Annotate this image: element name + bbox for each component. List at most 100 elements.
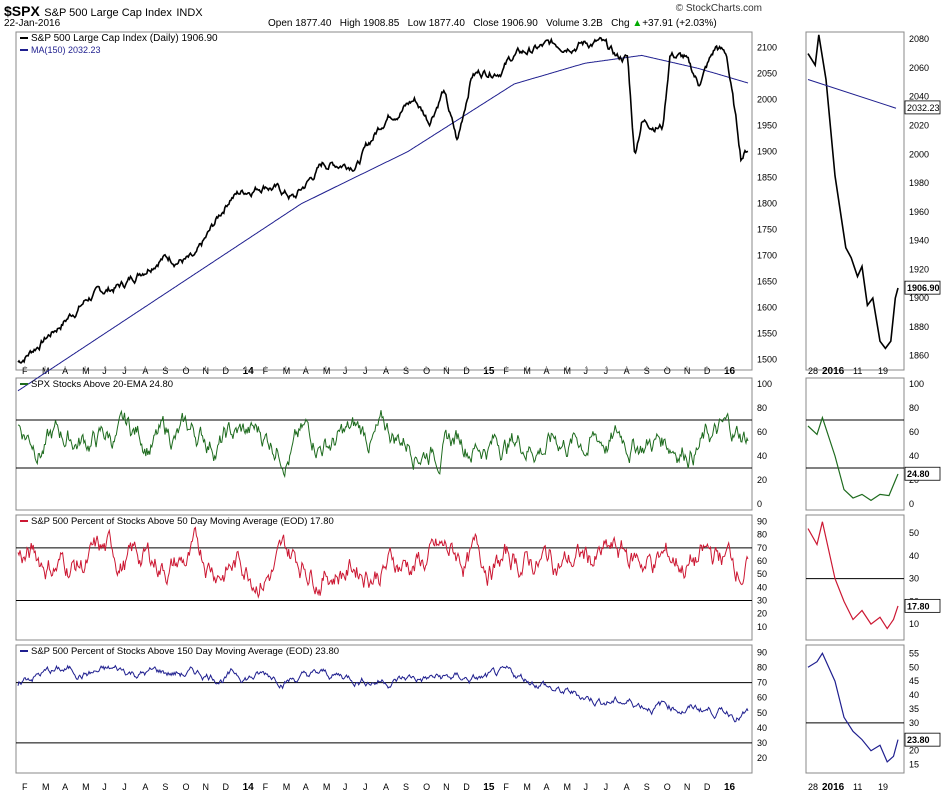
x-tick-label: M	[523, 366, 531, 376]
chart-date: 22-Jan-2016	[4, 18, 61, 29]
price-y-tick-label: 1800	[757, 199, 777, 209]
x-tick-label: M	[283, 782, 291, 792]
x-tick-label: 15	[483, 782, 495, 793]
ma150-line	[17, 54, 749, 392]
x-tick-label: O	[664, 366, 671, 376]
ma150-pct-y-tick-label: 90	[757, 648, 767, 658]
zoom-ema20-y-tick-label: 40	[909, 451, 919, 461]
zoom-x-tick-label: 11	[853, 782, 862, 792]
x-tick-label: A	[543, 782, 549, 792]
x-tick-label: M	[323, 782, 331, 792]
price-y-tick-label: 1500	[757, 355, 777, 365]
x-tick-label: M	[323, 366, 331, 376]
zoom-panel-frame-4	[805, 644, 905, 774]
ma150-pct-y-tick-label: 30	[757, 738, 767, 748]
chart-header: $SPX S&P 500 Large Cap Index INDX	[4, 3, 203, 21]
ma150-pct-y-tick-label: 50	[757, 708, 767, 718]
ma150-pct-y-tick-label: 40	[757, 723, 767, 733]
price-y-tick-label: 1650	[757, 277, 777, 287]
ema20-y-tick-label: 80	[757, 403, 767, 413]
x-tick-label: N	[203, 366, 210, 376]
price-y-tick-label: 1550	[757, 329, 777, 339]
ma50-pct-legend: S&P 500 Percent of Stocks Above 50 Day M…	[31, 516, 334, 527]
open-value: 1877.40	[295, 18, 332, 29]
zoom-price-y-tick-label: 1920	[909, 264, 929, 274]
zoom-panel-frame-3	[805, 514, 905, 641]
price-y-tick-label: 1700	[757, 251, 777, 261]
x-tick-label: S	[403, 366, 409, 376]
price-y-tick-label: 1850	[757, 173, 777, 183]
zoom-ema20-y-tick-label: 60	[909, 427, 919, 437]
zoom-price-y-tick-label: 1940	[909, 236, 929, 246]
zoom-price-y-tick-label: 2080	[909, 34, 929, 44]
chg-arrow-icon: ▲	[632, 18, 643, 29]
x-tick-label: S	[644, 782, 650, 792]
zoom-ma150-line	[807, 652, 899, 763]
zoom-panel-frame-2	[805, 377, 905, 511]
zoom-ema20-line	[807, 415, 899, 502]
x-tick-label: 14	[243, 782, 255, 793]
zoom-price-y-tick-label: 1900	[909, 293, 929, 303]
zoom-price-line	[807, 34, 899, 350]
x-tick-label: O	[664, 782, 671, 792]
x-tick-label: S	[403, 782, 409, 792]
x-tick-label: N	[684, 782, 691, 792]
ma50-pct-y-tick-label: 20	[757, 609, 767, 619]
symbol: $SPX	[4, 3, 40, 19]
x-tick-label: J	[343, 782, 348, 792]
brand-label: © StockCharts.com	[675, 3, 762, 14]
x-tick-label: A	[62, 782, 68, 792]
x-tick-label: F	[22, 782, 28, 792]
x-tick-label: 16	[724, 782, 736, 793]
x-tick-label: F	[503, 366, 509, 376]
x-tick-label: O	[423, 782, 430, 792]
zoom-ma150-last-tag: 23.80	[907, 735, 930, 745]
x-tick-label: J	[102, 782, 107, 792]
zoom-x-tick-label: 11	[853, 366, 862, 376]
zoom-price-last-tag: 1906.90	[907, 283, 940, 293]
zoom-ma-last-tag-box	[904, 100, 941, 115]
x-tick-label: D	[463, 782, 470, 792]
x-tick-label: S	[644, 366, 650, 376]
x-tick-label: J	[102, 366, 107, 376]
x-tick-label: J	[122, 366, 127, 376]
x-tick-label: A	[142, 782, 148, 792]
zoom-ma150-y-tick-label: 35	[909, 704, 919, 714]
x-tick-label: O	[423, 366, 430, 376]
x-tick-label: J	[122, 782, 127, 792]
zoom-ma-last-tag: 2032.23	[907, 103, 940, 113]
x-tick-label: N	[443, 366, 450, 376]
x-tick-label: A	[383, 366, 389, 376]
legend-ma: MA(150) 2032.23	[31, 45, 101, 55]
ma50-pct-y-tick-label: 40	[757, 582, 767, 592]
x-tick-label: A	[62, 366, 68, 376]
x-tick-label: J	[604, 782, 609, 792]
zoom-ema20-y-tick-label: 80	[909, 403, 919, 413]
x-tick-label: N	[203, 782, 210, 792]
x-tick-label: A	[303, 366, 309, 376]
zoom-ma50-line	[807, 521, 899, 630]
zoom-ma50-y-tick-label: 40	[909, 551, 919, 561]
ma150-pct-y-tick-label: 80	[757, 663, 767, 673]
x-tick-label: N	[443, 782, 450, 792]
index-name: S&P 500 Large Cap Index	[44, 7, 172, 19]
price-y-tick-label: 1950	[757, 121, 777, 131]
x-tick-label: O	[182, 366, 189, 376]
x-tick-label: J	[584, 366, 589, 376]
price-y-tick-label: 1900	[757, 147, 777, 157]
zoom-ema20-last-tag: 24.80	[907, 469, 930, 479]
x-tick-label: A	[543, 366, 549, 376]
zoom-price-y-tick-label: 2000	[909, 149, 929, 159]
chg-value: +37.91 (+2.03%)	[642, 18, 717, 29]
x-tick-label: J	[363, 782, 368, 792]
zoom-ema20-y-tick-label: 100	[909, 379, 924, 389]
zoom-x-tick-label: 28	[808, 782, 818, 792]
zoom-ma150-last-tag-box	[904, 732, 941, 747]
ma50-pct-y-tick-label: 50	[757, 569, 767, 579]
x-tick-label: A	[624, 782, 630, 792]
x-tick-label: N	[684, 366, 691, 376]
zoom-ma50-last-tag: 17.80	[907, 601, 930, 611]
x-tick-label: F	[263, 782, 269, 792]
x-tick-label: M	[564, 366, 572, 376]
